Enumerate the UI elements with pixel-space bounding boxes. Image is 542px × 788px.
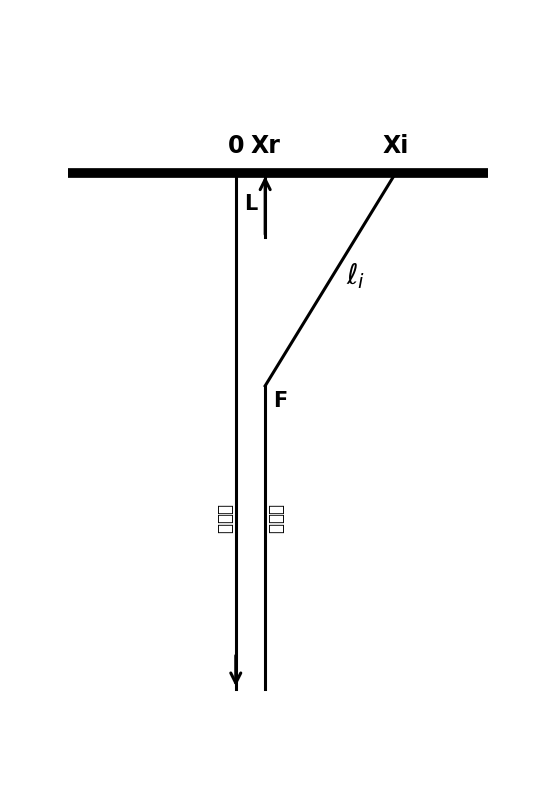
Text: F: F — [274, 391, 288, 411]
Text: Xr: Xr — [250, 134, 280, 158]
Text: 接收线: 接收线 — [266, 504, 284, 534]
Text: 0: 0 — [228, 134, 244, 158]
Text: 发射线: 发射线 — [215, 504, 233, 534]
Text: L: L — [244, 194, 257, 214]
Text: $\ell_i$: $\ell_i$ — [346, 262, 365, 292]
Text: Xi: Xi — [382, 134, 409, 158]
